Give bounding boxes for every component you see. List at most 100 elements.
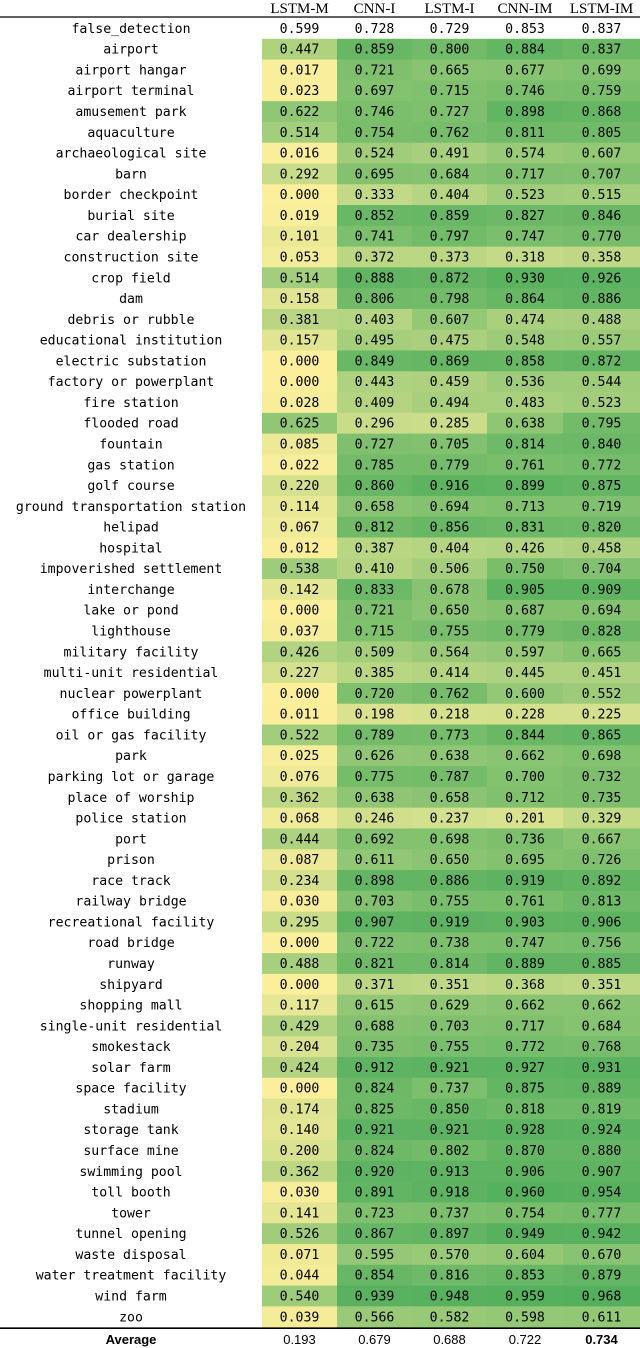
row-label: dam (119, 292, 143, 307)
cell-value: 0.318 (505, 250, 545, 265)
heat-cell (412, 1202, 487, 1224)
cell-value: 0.615 (355, 999, 395, 1014)
row-label: border checkpoint (64, 188, 199, 203)
cell-value: 0.524 (355, 147, 395, 162)
cell-value: 0.053 (280, 250, 320, 265)
cell-value: 0.858 (505, 354, 545, 369)
row-label: fire station (83, 396, 178, 411)
cell-value: 0.737 (430, 1082, 470, 1097)
cell-value: 0.723 (355, 1206, 395, 1221)
row-label: construction site (64, 250, 199, 265)
cell-value: 0.514 (280, 126, 320, 141)
cell-value: 0.814 (430, 957, 470, 972)
heat-cell (563, 246, 640, 268)
cell-value: 0.755 (430, 625, 470, 640)
heat-cell (337, 745, 412, 767)
cell-value: 0.918 (430, 1186, 470, 1201)
cell-value: 0.101 (280, 230, 320, 245)
cell-value: 0.795 (582, 417, 622, 432)
cell-value: 0.698 (430, 832, 470, 847)
cell-value: 0.295 (280, 915, 320, 930)
cell-value: 0.566 (355, 1310, 395, 1325)
cell-value: 0.246 (355, 812, 395, 827)
table-row: lighthouse 0.037 0.715 0.755 0.779 0.828 (91, 620, 640, 642)
cell-value: 0.948 (430, 1289, 470, 1304)
heat-cell (412, 1244, 487, 1266)
cell-value: 0.919 (430, 915, 470, 930)
cell-value: 0.884 (505, 43, 545, 58)
cell-value: 0.926 (582, 271, 622, 286)
heat-cell (487, 350, 563, 372)
cell-value: 0.600 (505, 687, 545, 702)
heat-cell (412, 308, 487, 331)
heat-cell (412, 745, 487, 767)
heat-cell (487, 80, 563, 102)
heat-cell (563, 1202, 640, 1224)
cell-value: 0.000 (280, 978, 320, 993)
cell-value: 0.574 (505, 147, 545, 162)
heat-cell (412, 101, 487, 123)
heat-cell (337, 994, 412, 1016)
heat-cell (412, 558, 487, 580)
cell-value: 0.692 (355, 832, 395, 847)
average-row: Average 0.193 0.679 0.688 0.722 0.734 (0, 1327, 640, 1347)
heat-cell (262, 329, 337, 351)
heat-cell (337, 80, 412, 102)
cell-value: 0.638 (505, 417, 545, 432)
heat-cell (412, 350, 487, 372)
row-label: crop field (91, 271, 170, 286)
row-label: barn (115, 167, 147, 182)
heat-cell (563, 412, 640, 434)
heat-cell (337, 1223, 412, 1245)
heat-cell (487, 1223, 563, 1245)
row-label: toll booth (91, 1186, 170, 1201)
heat-cell (563, 38, 640, 60)
cell-value: 0.694 (430, 500, 470, 515)
cell-value: 0.285 (430, 417, 470, 432)
heat-cell (412, 911, 487, 933)
heat-cell (563, 101, 640, 123)
heat-cell (262, 890, 337, 912)
heat-cell (487, 121, 563, 144)
heat-cell (337, 599, 412, 622)
heat-cell (262, 308, 337, 331)
heat-cell (262, 412, 337, 434)
table-row: military facility 0.426 0.509 0.564 0.597 0.6… (64, 641, 640, 663)
cell-value: 0.814 (505, 437, 545, 452)
row-label: parking lot or garage (48, 770, 215, 785)
cell-value: 0.225 (582, 708, 622, 723)
cell-value: 0.429 (280, 1019, 320, 1034)
cell-value: 0.387 (355, 541, 395, 556)
heat-cell (262, 288, 337, 310)
heat-cell (563, 786, 640, 809)
heat-cell (412, 703, 487, 725)
heat-cell (487, 308, 563, 331)
cell-value: 0.447 (280, 43, 320, 58)
heat-cell (487, 620, 563, 642)
cell-value: 0.670 (582, 1248, 622, 1263)
cell-value: 0.805 (582, 126, 622, 141)
heat-cell (262, 163, 337, 185)
heat-cell (412, 1077, 487, 1099)
heat-cell (412, 59, 487, 81)
table-row: aquaculture 0.514 0.754 0.762 0.811 0.805 (87, 121, 640, 144)
heat-cell (262, 1140, 337, 1162)
heat-cell (563, 828, 640, 850)
heat-cell (262, 225, 337, 247)
cell-value: 0.735 (582, 791, 622, 806)
heat-cell (337, 869, 412, 892)
heat-cell (487, 911, 563, 933)
heat-cell (563, 932, 640, 954)
table-row: false_detection 0.599 0.728 0.729 0.853 0.837 (71, 22, 621, 37)
heat-cell (412, 184, 487, 206)
heat-cell (412, 246, 487, 268)
table-row: prison 0.087 0.611 0.650 0.695 0.726 (107, 849, 640, 871)
heat-cell (412, 392, 487, 414)
heat-cell (412, 1285, 487, 1307)
heat-cell (563, 80, 640, 102)
heat-cell (563, 620, 640, 642)
heat-cell (337, 1098, 412, 1120)
heat-cell (563, 392, 640, 414)
row-label: prison (107, 853, 155, 868)
cell-value: 0.906 (582, 915, 622, 930)
